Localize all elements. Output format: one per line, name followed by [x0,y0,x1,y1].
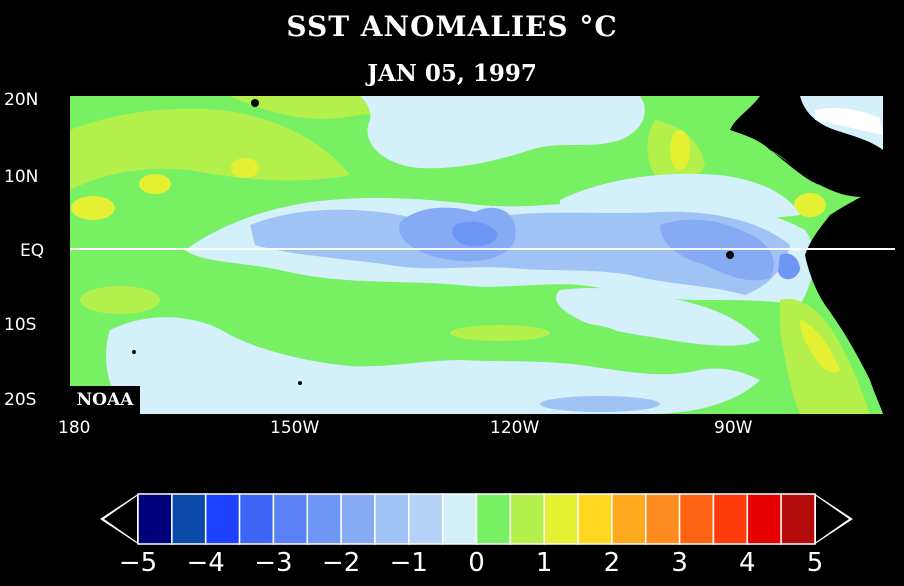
legend-tick-label: 4 [739,548,756,578]
anomaly-patch [670,130,690,170]
legend-colorbar [100,493,853,545]
anomaly-patch [80,286,160,314]
legend-swatch [137,493,173,545]
anomaly-patch [452,221,498,247]
legend-swatch [746,493,782,545]
legend-tick-label: 0 [468,548,485,578]
lat-label-10n: 10N [4,167,39,187]
anomaly-field [70,96,883,414]
anomaly-patch [71,196,115,220]
map-date: JAN 05, 1997 [367,60,537,87]
legend-swatch [171,493,207,545]
lon-label-180: 180 [58,418,91,438]
island [251,99,259,107]
land-south-america [805,185,883,414]
legend-swatch [543,493,579,545]
legend-tick-label: 3 [671,548,688,578]
legend-tick-label: −5 [118,548,158,578]
legend-tick-label: 5 [806,548,824,578]
legend-swatch [238,493,275,545]
legend-swatch [780,493,816,545]
island-galapagos [726,251,734,259]
anomaly-patch [815,107,883,135]
legend-tick-label: −4 [186,548,225,578]
legend-swatch [374,493,410,545]
legend-swatch [306,493,342,545]
anomaly-patch [800,320,840,373]
lat-label-eq: EQ [20,241,45,261]
legend-swatch [509,493,545,545]
legend-swatch [645,493,681,545]
legend-swatch [408,493,444,545]
anomaly-patch [556,288,760,346]
anomaly-patch [778,253,800,280]
legend-tick-label: 2 [603,548,621,578]
anomaly-patch [106,317,760,414]
legend-arrow-left-inner [104,496,137,542]
anomaly-patch [70,108,350,190]
lat-label-20s: 20S [4,390,37,410]
anomaly-patch [540,396,660,412]
legend-swatch [204,493,241,545]
island [298,381,302,385]
anomaly-patch [360,96,645,169]
anomaly-patch [231,158,259,178]
lat-label-20n: 20N [4,90,39,110]
island [132,350,136,354]
legend-swatch [712,493,749,545]
lon-label-150w: 150W [270,418,320,438]
legend-tick-label: −2 [321,548,361,578]
legend-swatch [340,493,376,545]
lat-label-10s: 10S [4,315,37,335]
anomaly-patch [250,209,790,295]
legend-swatch [441,493,478,545]
legend-swatch [475,493,512,545]
lon-label-120w: 120W [490,418,540,438]
legend-arrow-right-inner [816,496,849,542]
legend-swatch [272,493,308,545]
map-title: SST ANOMALIES °C [286,10,618,43]
legend-tick-label: 1 [535,548,553,578]
anomaly-patch [139,174,171,194]
legend-swatch [577,493,613,545]
lon-label-90w: 90W [714,418,753,438]
legend-tick-label: −3 [254,548,293,578]
noaa-watermark: NOAA [70,386,140,414]
legend-swatch [611,493,647,545]
anomaly-patch [794,193,826,217]
legend-swatch [678,493,715,545]
legend-tick-label: −1 [389,548,428,578]
land-central-america [770,150,883,197]
anomaly-patch [450,325,550,341]
